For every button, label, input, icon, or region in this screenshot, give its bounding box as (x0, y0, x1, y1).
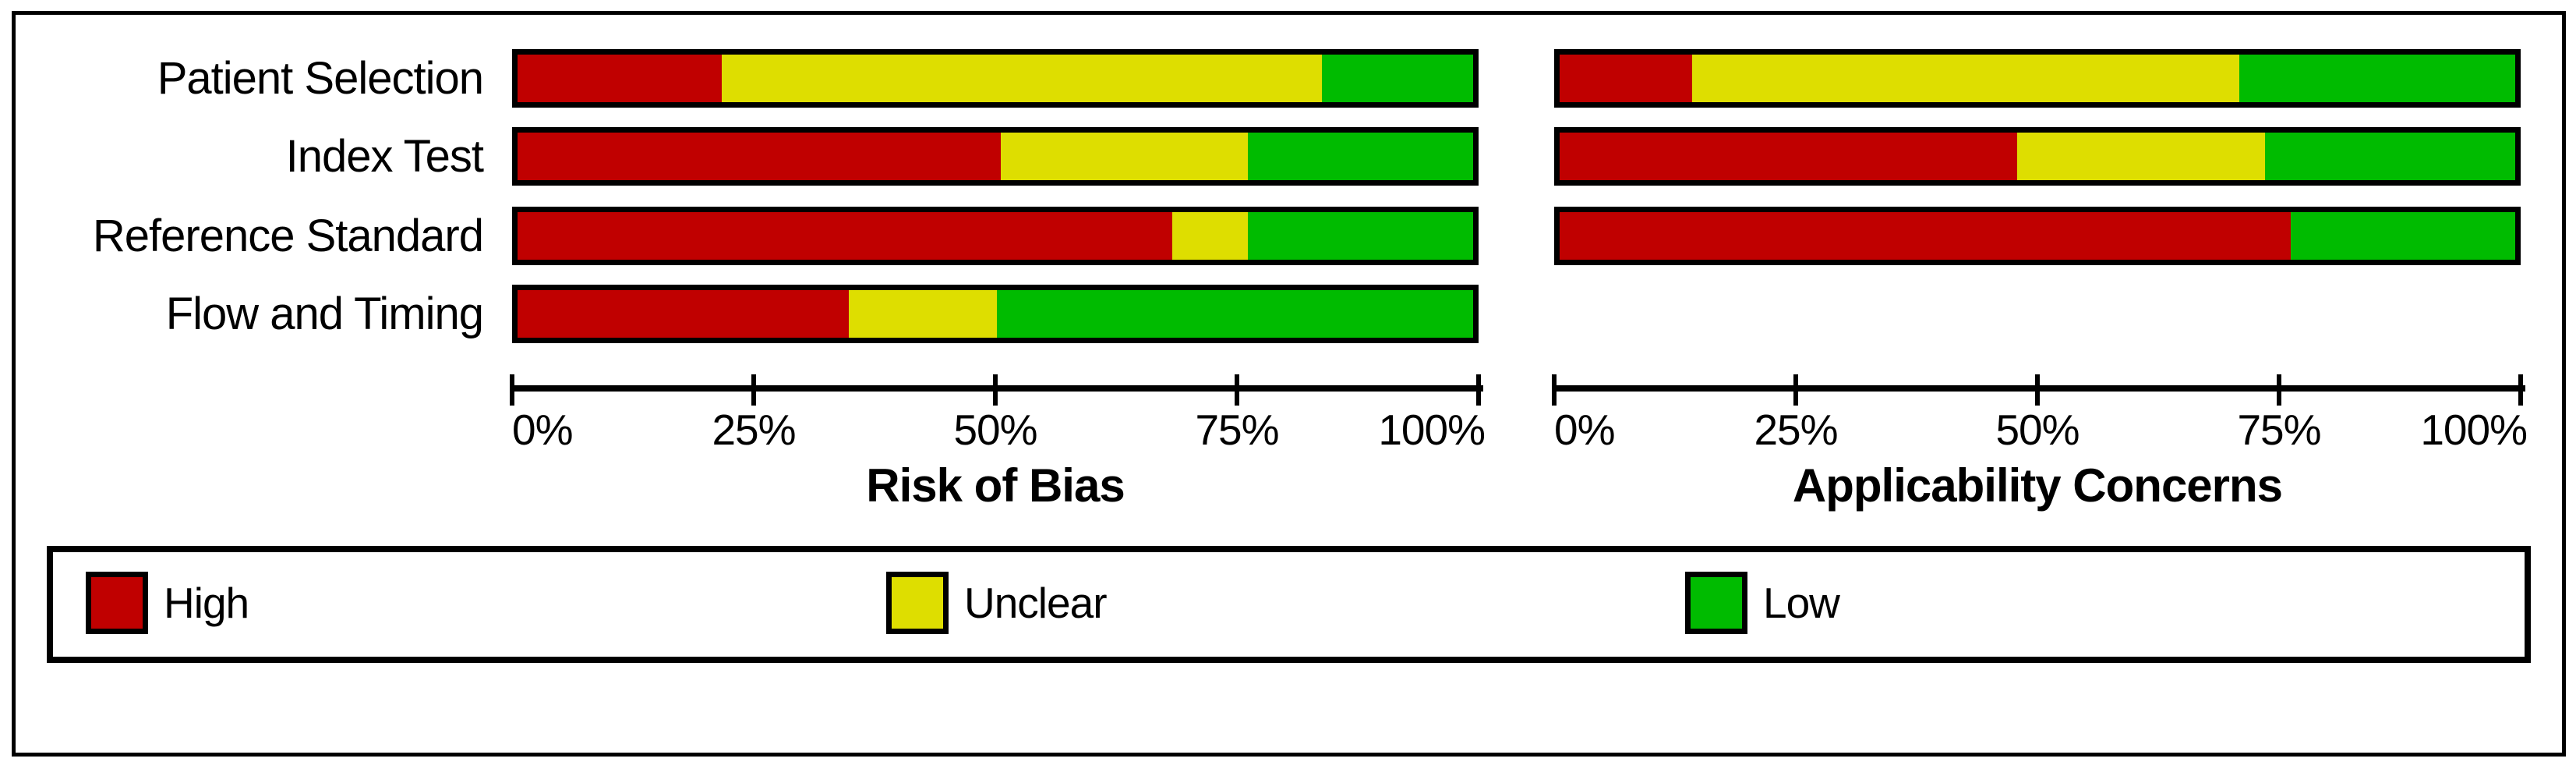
legend-box: High Unclear Low (47, 546, 2531, 663)
row-label: Patient Selection (157, 53, 484, 104)
axis-tick (1476, 374, 1481, 406)
axis-tick (993, 374, 998, 406)
stacked-bar (512, 285, 1479, 343)
bar-segment-high (518, 290, 850, 338)
bar-segment-high (1560, 212, 2291, 260)
axis-tick (2277, 374, 2281, 406)
axis-tick-label: 25% (1754, 406, 1838, 454)
legend-label-low: Low (1763, 579, 1840, 627)
bar-segment-low (2264, 133, 2515, 180)
stacked-bar (512, 127, 1479, 186)
axis-tick (510, 374, 514, 406)
row-label: Reference Standard (92, 211, 484, 261)
bar-segment-unclear (1001, 133, 1248, 180)
bar-segment-unclear (1692, 55, 2239, 102)
bar-segment-unclear (722, 55, 1323, 102)
bar-segment-low (1322, 55, 1473, 102)
stacked-bar (1554, 127, 2521, 186)
axis-tick (2035, 374, 2040, 406)
bar-segment-unclear (2017, 133, 2265, 180)
bar-segment-low (2239, 55, 2515, 102)
stacked-bar (512, 207, 1479, 265)
legend-item-low: Low (1685, 572, 1840, 634)
axis-tick-label: 0% (1554, 406, 1616, 454)
row-label: Flow and Timing (165, 289, 484, 339)
legend-item-high: High (86, 572, 249, 634)
stacked-bar (1554, 49, 2521, 108)
axis-tick (1235, 374, 1239, 406)
bar-segment-unclear (1171, 212, 1248, 260)
applicability-concerns-axis-title: Applicability Concerns (1792, 459, 2283, 512)
axis-tick-label: 50% (1995, 406, 2080, 454)
bar-segment-low (2290, 212, 2515, 260)
low-color-swatch (1685, 572, 1747, 634)
bar-segment-high (1560, 133, 2018, 180)
axis-tick-label: 100% (2420, 406, 2528, 454)
axis-tick (751, 374, 756, 406)
bar-segment-low (997, 290, 1473, 338)
domain-row-labels: Patient Selection Index Test Reference Sta… (0, 0, 484, 390)
x-axis-line (512, 385, 1483, 392)
bar-segment-high (518, 133, 1002, 180)
bar-segment-high (518, 55, 723, 102)
axis-tick (1793, 374, 1798, 406)
axis-tick-label: 0% (512, 406, 574, 454)
axis-tick (2518, 374, 2523, 406)
legend-label-high: High (164, 579, 249, 627)
stacked-bar (1554, 207, 2521, 265)
axis-tick-label: 100% (1378, 406, 1486, 454)
risk-of-bias-chart: Risk of Bias 0% 25% 50% 75% 100% (510, 0, 1494, 546)
high-color-swatch (86, 572, 148, 634)
row-label: Index Test (285, 131, 484, 182)
x-axis-line (1554, 385, 2525, 392)
bar-segment-low (1247, 212, 1473, 260)
axis-tick (1552, 374, 1557, 406)
axis-tick-label: 75% (2237, 406, 2321, 454)
axis-tick-label: 25% (712, 406, 796, 454)
stacked-bar (512, 49, 1479, 108)
risk-of-bias-axis-title: Risk of Bias (866, 459, 1125, 512)
legend-label-unclear: Unclear (964, 579, 1108, 627)
bar-segment-high (1560, 55, 1693, 102)
unclear-color-swatch (886, 572, 949, 634)
bar-segment-unclear (849, 290, 998, 338)
applicability-concerns-chart: Applicability Concerns 0% 25% 50% 75% 100% (1552, 0, 2536, 546)
axis-tick-label: 50% (953, 406, 1037, 454)
axis-tick-label: 75% (1195, 406, 1279, 454)
bar-segment-low (1247, 133, 1473, 180)
bar-segment-high (518, 212, 1172, 260)
legend-item-unclear: Unclear (886, 572, 1108, 634)
